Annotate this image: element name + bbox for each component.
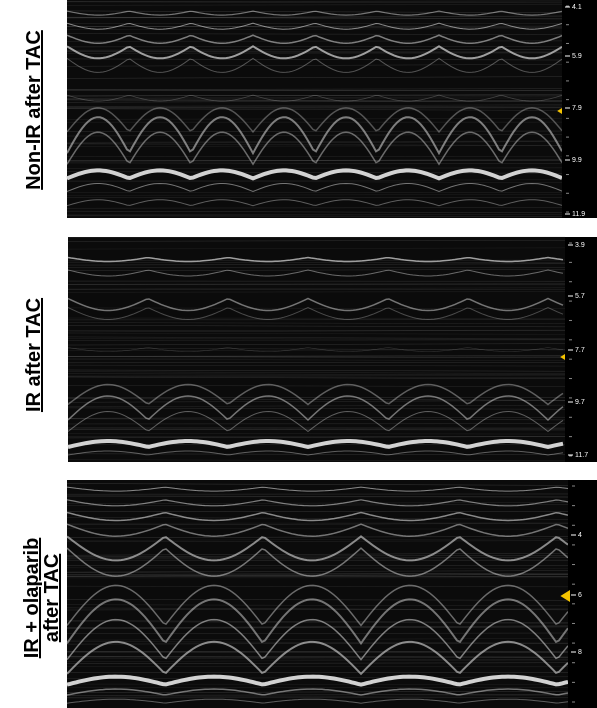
image-background: [67, 480, 568, 708]
mmode-image: [67, 0, 562, 218]
scale-strip: [568, 480, 597, 708]
scale-label: 9.7: [575, 399, 585, 406]
panel-label: IR + olaparib: [21, 538, 43, 659]
scale-label: 3.9: [575, 242, 585, 249]
scale-label: 5.9: [572, 53, 582, 60]
panel-label: after TAC: [41, 554, 63, 643]
scale-label: 4: [578, 532, 582, 539]
scale-label: 5.7: [575, 293, 585, 300]
figure: 4.1 5.9 7.9 9.9 11.9 Non-IR after TAC 3.9 5.7 7.…: [0, 0, 597, 708]
scale-label: 7.9: [572, 105, 582, 112]
scale-label: 9.9: [572, 157, 582, 164]
mmode-image: [68, 237, 565, 462]
scale-label: 11.7: [575, 452, 588, 459]
scale-label: 8: [578, 649, 582, 656]
scale-label: 11.9: [572, 211, 585, 218]
mmode-image: [67, 480, 568, 708]
scale-label: 4.1: [572, 4, 582, 11]
panel-label: IR after TAC: [23, 298, 45, 412]
panel-label: Non-IR after TAC: [23, 30, 45, 190]
scale-label: 7.7: [575, 347, 585, 354]
scale-label: 6: [578, 592, 582, 599]
